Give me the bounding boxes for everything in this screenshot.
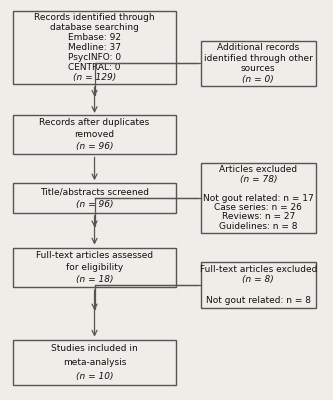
Text: Reviews: n = 27: Reviews: n = 27 xyxy=(222,212,295,222)
Text: Records identified through: Records identified through xyxy=(34,13,155,22)
Text: (n = 8): (n = 8) xyxy=(242,275,274,284)
Bar xyxy=(13,340,175,385)
Text: Full-text articles excluded: Full-text articles excluded xyxy=(199,265,317,274)
Bar xyxy=(201,41,316,86)
Bar xyxy=(13,183,175,213)
Text: Articles excluded: Articles excluded xyxy=(219,165,297,174)
Bar xyxy=(13,248,175,287)
Text: for eligibility: for eligibility xyxy=(66,263,123,272)
Bar xyxy=(13,11,175,84)
Text: Guidelines: n = 8: Guidelines: n = 8 xyxy=(219,222,298,231)
Text: removed: removed xyxy=(75,130,115,139)
Text: Embase: 92: Embase: 92 xyxy=(68,33,121,42)
Text: Studies included in: Studies included in xyxy=(51,344,138,353)
Text: Records after duplicates: Records after duplicates xyxy=(39,118,150,127)
Text: Medline: 37: Medline: 37 xyxy=(68,43,121,52)
Text: (n = 129): (n = 129) xyxy=(73,73,116,82)
Text: PsycINFO: 0: PsycINFO: 0 xyxy=(68,53,121,62)
Text: (n = 0): (n = 0) xyxy=(242,75,274,84)
Text: database searching: database searching xyxy=(50,23,139,32)
Bar xyxy=(201,262,316,308)
Text: Additional records: Additional records xyxy=(217,43,299,52)
Text: Not gout related: n = 17: Not gout related: n = 17 xyxy=(203,194,314,202)
Text: (n = 10): (n = 10) xyxy=(76,372,113,380)
Bar xyxy=(13,115,175,154)
Text: Case series: n = 26: Case series: n = 26 xyxy=(214,203,302,212)
Text: meta-analysis: meta-analysis xyxy=(63,358,126,367)
Text: Title/abstracts screened: Title/abstracts screened xyxy=(40,187,149,196)
Bar xyxy=(201,163,316,233)
Text: CENTRAL: 0: CENTRAL: 0 xyxy=(68,63,121,72)
Text: sources: sources xyxy=(241,64,276,73)
Text: (n = 78): (n = 78) xyxy=(239,174,277,184)
Text: Full-text articles assessed: Full-text articles assessed xyxy=(36,251,153,260)
Text: Not gout related: n = 8: Not gout related: n = 8 xyxy=(206,296,311,306)
Text: (n = 18): (n = 18) xyxy=(76,275,113,284)
Text: identified through other: identified through other xyxy=(204,54,313,63)
Text: (n = 96): (n = 96) xyxy=(76,200,113,209)
Text: (n = 96): (n = 96) xyxy=(76,142,113,151)
